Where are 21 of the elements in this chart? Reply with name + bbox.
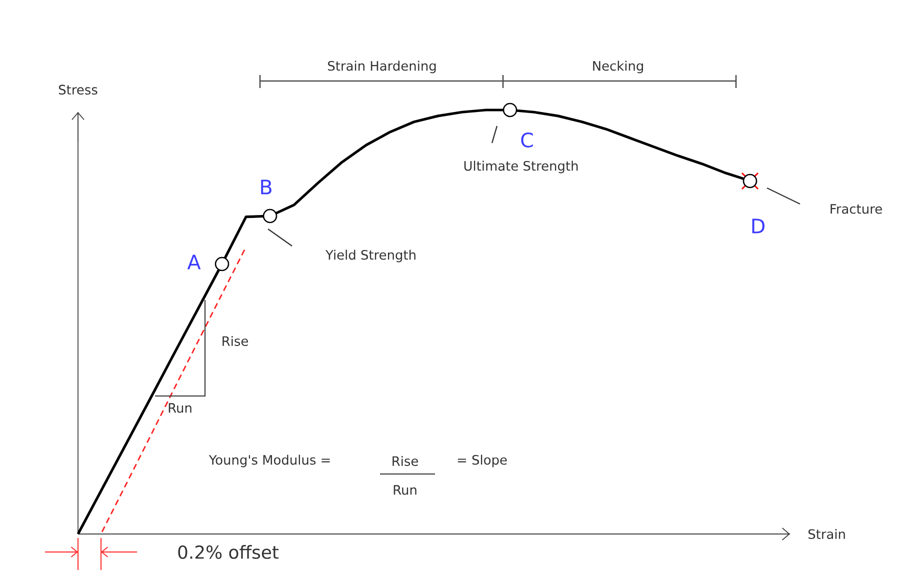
annotation: C [521,132,533,148]
annotation: Rise [392,456,418,466]
annotation: D [752,218,764,234]
annotation: Rise [222,336,248,346]
text: 0.2% offset [178,545,279,559]
point [262,208,278,224]
annotation: B [261,180,272,194]
annotation: Ultimate Strength [464,160,578,174]
point [502,102,518,118]
annotation: A [187,254,201,270]
annotation: Run [394,485,416,495]
point [214,256,230,272]
text: Necking [593,60,643,74]
x-axis-title: Strain [808,528,845,540]
text: Strain Hardening [328,60,436,74]
annotation: Young's Modulus = [208,454,330,468]
annotation: = Slope [458,454,507,468]
annotation: Run [168,403,192,413]
text: Fracture [830,204,882,214]
y-axis-title: Stress [58,84,98,95]
annotation: Yield Strength [325,250,416,262]
